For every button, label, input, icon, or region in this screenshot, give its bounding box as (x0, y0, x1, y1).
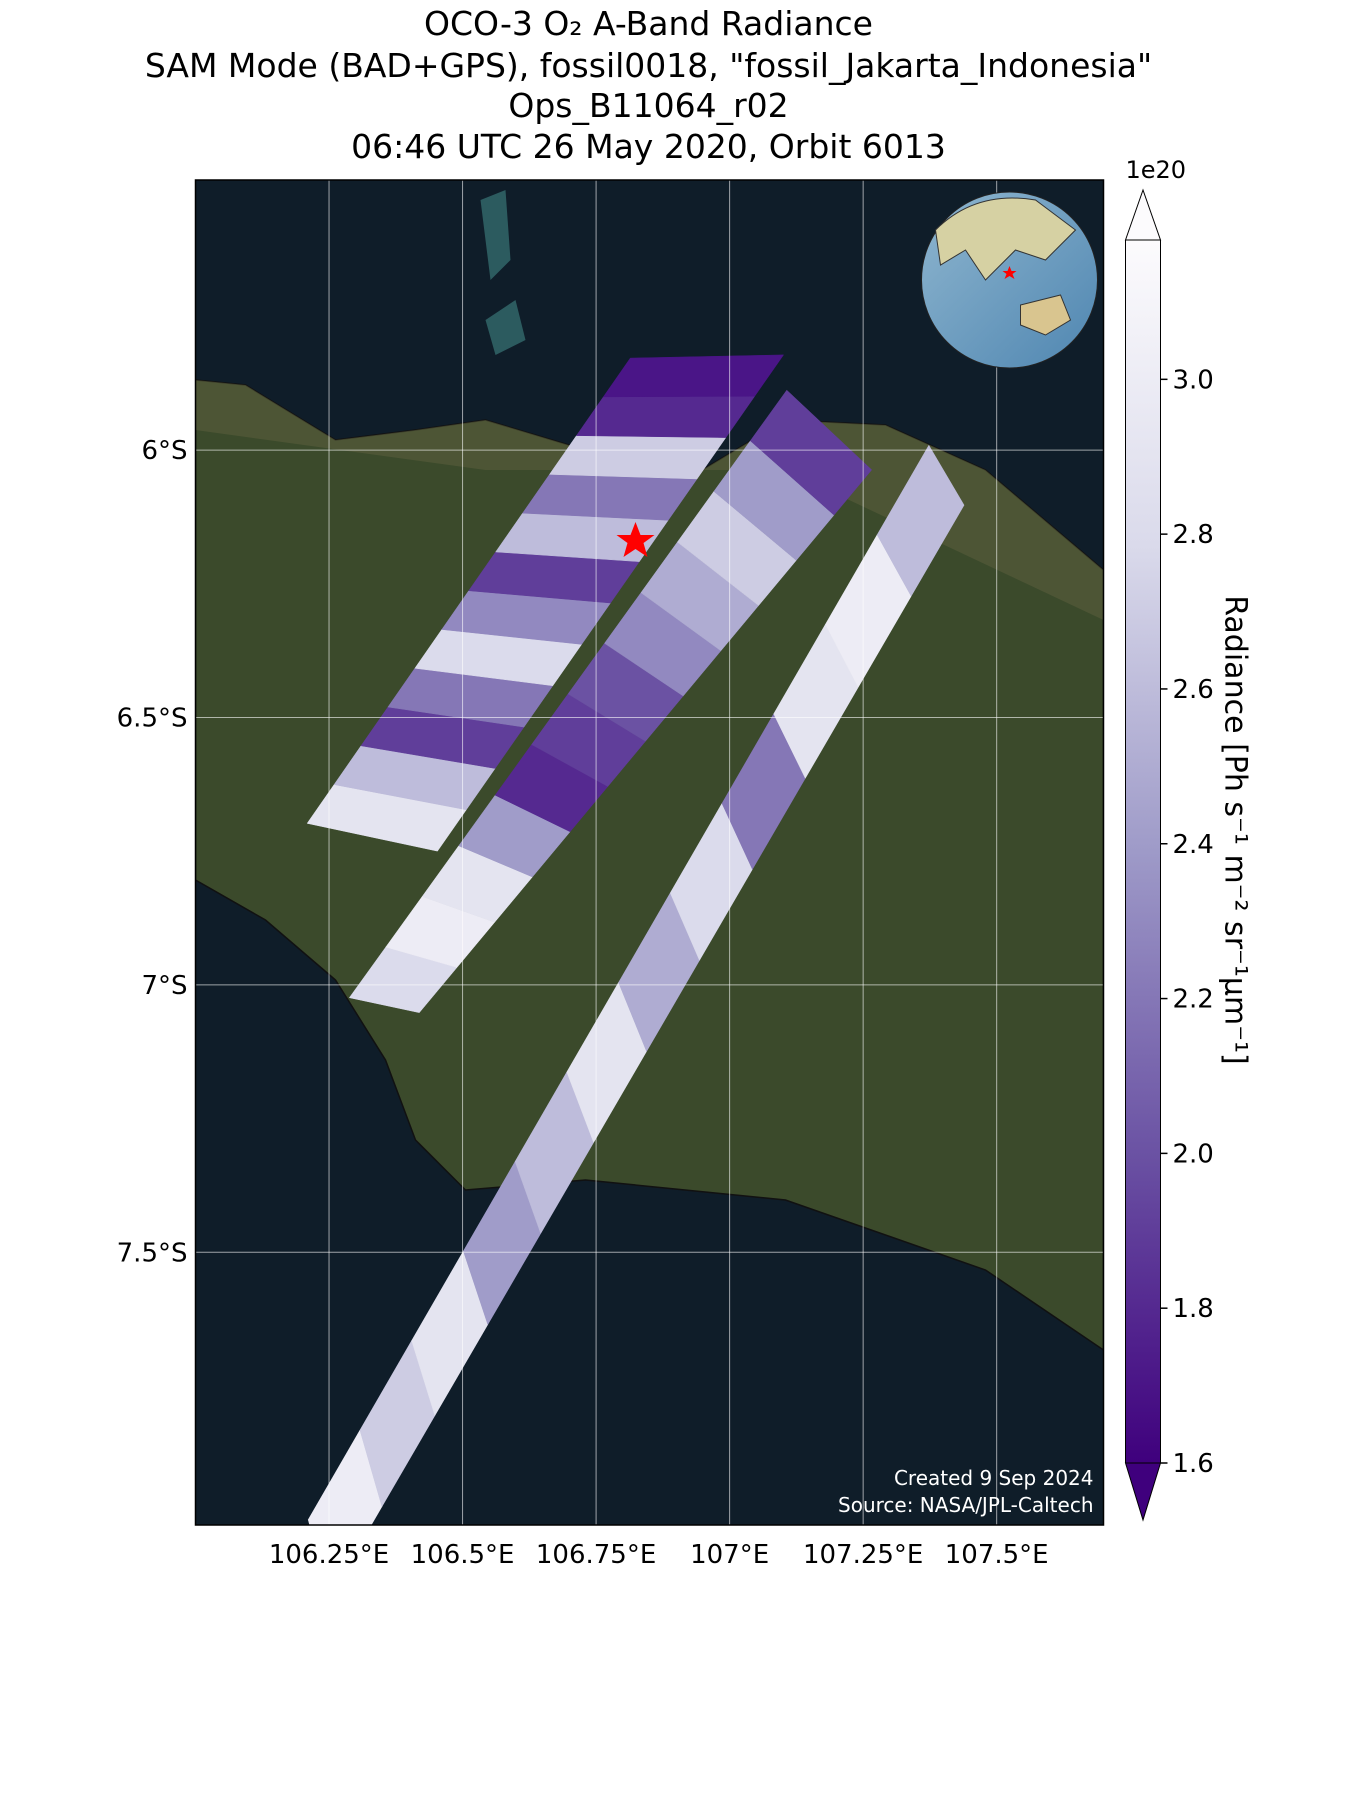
swaths (306, 354, 965, 1525)
globe-inset (921, 191, 1098, 369)
islands (480, 190, 526, 355)
lowland (195, 380, 1104, 620)
colorbar-tick-label: 1.8 (1173, 1294, 1214, 1324)
globe-land (1020, 294, 1072, 336)
swath-cell (522, 474, 698, 521)
x-tick-label: 107.5°E (945, 1540, 1049, 1570)
x-tick-label: 107°E (690, 1540, 769, 1570)
x-tick-label: 106.25°E (269, 1540, 389, 1570)
y-tick-label: 6.5°S (117, 703, 188, 733)
title-line: 06:46 UTC 26 May 2020, Orbit 6013 (351, 127, 946, 166)
title-line: SAM Mode (BAD+GPS), fossil0018, "fossil_… (145, 46, 1152, 85)
swath-cell (749, 389, 873, 516)
globe-land (934, 197, 1077, 281)
colorbar-tick-label: 2.6 (1173, 675, 1214, 705)
colorbar-label: Radiance [Ph s⁻¹ m⁻² sr⁻¹μm⁻¹] (1218, 595, 1253, 1065)
y-tick-label: 7°S (141, 971, 187, 1001)
colorbar-tick-label: 2.0 (1173, 1139, 1214, 1169)
title: OCO-3 O₂ A-Band Radiance SAM Mode (BAD+G… (145, 4, 1152, 166)
axes: 106.25°E 106.5°E 106.75°E 107°E 107.25°E 107.… (117, 436, 1049, 1570)
colorbar-body (1125, 240, 1161, 1463)
colorbar-tick-label: 3.0 (1173, 365, 1214, 395)
swath-cell (876, 444, 965, 597)
x-tick-label: 106.75°E (536, 1540, 656, 1570)
y-tick-label: 6°S (141, 436, 187, 466)
x-tick-label: 107.25°E (803, 1540, 923, 1570)
credit: Source: NASA/JPL-Caltech (838, 1493, 1093, 1517)
credit: Created 9 Sep 2024 (894, 1466, 1094, 1490)
colorbar-tick-label: 2.4 (1173, 830, 1214, 860)
map-area: Created 9 Sep 2024 Source: NASA/JPL-Calt… (195, 180, 1104, 1525)
swath-cell (575, 395, 756, 438)
swath-cell (602, 354, 785, 398)
grid (195, 180, 1104, 1525)
title-line: Ops_B11064_r02 (508, 86, 788, 125)
colorbar: 1e20 Radiance [Ph s⁻¹ m⁻² sr⁻¹μm⁻¹] 1.6 1… (1124, 156, 1253, 1522)
colorbar-tick-label: 2.2 (1173, 985, 1214, 1015)
colorbar-multiplier: 1e20 (1126, 156, 1187, 184)
colorbar-extend-top (1124, 188, 1162, 241)
y-tick-label: 7.5°S (117, 1238, 188, 1268)
globe-star (1002, 266, 1017, 279)
target-star (616, 522, 655, 557)
colorbar-extend-bottom (1124, 1462, 1162, 1522)
colorbar-tick-label: 2.8 (1173, 520, 1214, 550)
title-line: OCO-3 O₂ A-Band Radiance (424, 4, 873, 43)
swath-cell (549, 435, 727, 480)
map-frame (194, 179, 1105, 1526)
colorbar-tick-label: 1.6 (1173, 1449, 1214, 1479)
x-tick-label: 106.5°E (411, 1540, 515, 1570)
